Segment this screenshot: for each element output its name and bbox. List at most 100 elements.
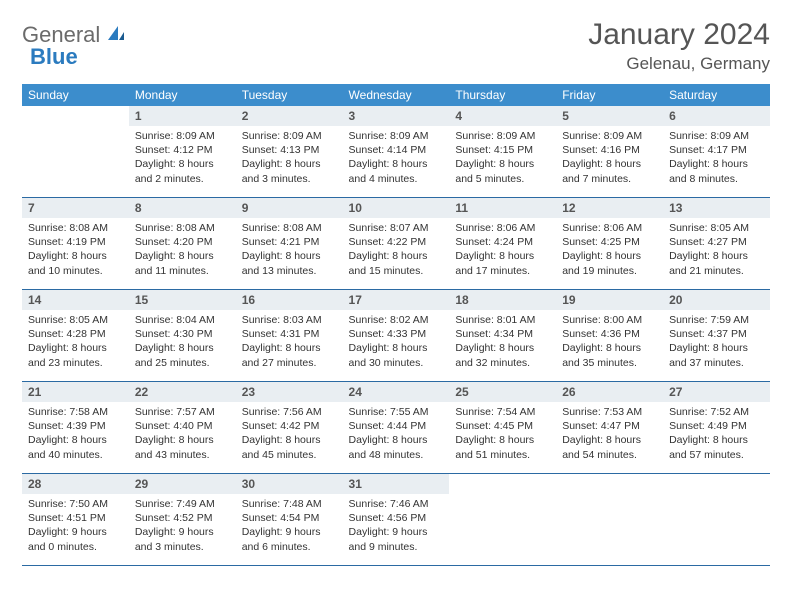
month-title: January 2024 [588,18,770,52]
day-data: Sunrise: 8:05 AMSunset: 4:28 PMDaylight:… [22,310,129,376]
calendar-day-cell: .. [449,474,556,566]
day-data: Sunrise: 8:06 AMSunset: 4:25 PMDaylight:… [556,218,663,284]
calendar-day-cell: 20Sunrise: 7:59 AMSunset: 4:37 PMDayligh… [663,290,770,382]
day-number: 14 [22,290,129,310]
day-data: Sunrise: 8:08 AMSunset: 4:20 PMDaylight:… [129,218,236,284]
day-number: 24 [343,382,450,402]
weekday-header: Saturday [663,84,770,106]
day-data: Sunrise: 7:56 AMSunset: 4:42 PMDaylight:… [236,402,343,468]
day-data: Sunrise: 8:02 AMSunset: 4:33 PMDaylight:… [343,310,450,376]
day-number: 26 [556,382,663,402]
day-number: 7 [22,198,129,218]
calendar-day-cell: 24Sunrise: 7:55 AMSunset: 4:44 PMDayligh… [343,382,450,474]
day-data: Sunrise: 7:59 AMSunset: 4:37 PMDaylight:… [663,310,770,376]
weekday-header: Wednesday [343,84,450,106]
calendar-day-cell: 21Sunrise: 7:58 AMSunset: 4:39 PMDayligh… [22,382,129,474]
calendar-week-row: 28Sunrise: 7:50 AMSunset: 4:51 PMDayligh… [22,474,770,566]
weekday-header: Thursday [449,84,556,106]
calendar-day-cell: 9Sunrise: 8:08 AMSunset: 4:21 PMDaylight… [236,198,343,290]
day-data: Sunrise: 8:05 AMSunset: 4:27 PMDaylight:… [663,218,770,284]
day-number: 18 [449,290,556,310]
day-data: Sunrise: 7:54 AMSunset: 4:45 PMDaylight:… [449,402,556,468]
weekday-header: Tuesday [236,84,343,106]
calendar-day-cell: 8Sunrise: 8:08 AMSunset: 4:20 PMDaylight… [129,198,236,290]
day-number: 20 [663,290,770,310]
day-data: Sunrise: 8:09 AMSunset: 4:17 PMDaylight:… [663,126,770,192]
day-data: Sunrise: 7:50 AMSunset: 4:51 PMDaylight:… [22,494,129,560]
calendar-day-cell: 2Sunrise: 8:09 AMSunset: 4:13 PMDaylight… [236,106,343,198]
day-number: 22 [129,382,236,402]
calendar-day-cell: 28Sunrise: 7:50 AMSunset: 4:51 PMDayligh… [22,474,129,566]
day-data: Sunrise: 7:57 AMSunset: 4:40 PMDaylight:… [129,402,236,468]
calendar-week-row: 7Sunrise: 8:08 AMSunset: 4:19 PMDaylight… [22,198,770,290]
calendar-day-cell: 7Sunrise: 8:08 AMSunset: 4:19 PMDaylight… [22,198,129,290]
calendar-day-cell: .. [663,474,770,566]
day-data: Sunrise: 8:04 AMSunset: 4:30 PMDaylight:… [129,310,236,376]
day-number: 6 [663,106,770,126]
day-data: Sunrise: 7:46 AMSunset: 4:56 PMDaylight:… [343,494,450,560]
calendar-day-cell: 22Sunrise: 7:57 AMSunset: 4:40 PMDayligh… [129,382,236,474]
day-number: 19 [556,290,663,310]
calendar-day-cell: 26Sunrise: 7:53 AMSunset: 4:47 PMDayligh… [556,382,663,474]
calendar-day-cell: 5Sunrise: 8:09 AMSunset: 4:16 PMDaylight… [556,106,663,198]
day-number: 25 [449,382,556,402]
day-number: 31 [343,474,450,494]
calendar-day-cell: 25Sunrise: 7:54 AMSunset: 4:45 PMDayligh… [449,382,556,474]
calendar-day-cell: 30Sunrise: 7:48 AMSunset: 4:54 PMDayligh… [236,474,343,566]
calendar-day-cell: 31Sunrise: 7:46 AMSunset: 4:56 PMDayligh… [343,474,450,566]
day-data: Sunrise: 8:09 AMSunset: 4:16 PMDaylight:… [556,126,663,192]
calendar-day-cell: 6Sunrise: 8:09 AMSunset: 4:17 PMDaylight… [663,106,770,198]
calendar-day-cell: 27Sunrise: 7:52 AMSunset: 4:49 PMDayligh… [663,382,770,474]
logo-text-blue: Blue [30,44,78,69]
day-number: 5 [556,106,663,126]
day-data: Sunrise: 8:08 AMSunset: 4:19 PMDaylight:… [22,218,129,284]
weekday-header: Monday [129,84,236,106]
day-number: 3 [343,106,450,126]
day-data: Sunrise: 7:49 AMSunset: 4:52 PMDaylight:… [129,494,236,560]
calendar-week-row: 21Sunrise: 7:58 AMSunset: 4:39 PMDayligh… [22,382,770,474]
day-data: Sunrise: 8:09 AMSunset: 4:13 PMDaylight:… [236,126,343,192]
calendar-day-cell: 3Sunrise: 8:09 AMSunset: 4:14 PMDaylight… [343,106,450,198]
day-data: Sunrise: 8:08 AMSunset: 4:21 PMDaylight:… [236,218,343,284]
logo-sail-icon [106,24,126,47]
calendar-day-cell: 14Sunrise: 8:05 AMSunset: 4:28 PMDayligh… [22,290,129,382]
day-data: Sunrise: 8:00 AMSunset: 4:36 PMDaylight:… [556,310,663,376]
calendar-body: ..1Sunrise: 8:09 AMSunset: 4:12 PMDaylig… [22,106,770,566]
day-data: Sunrise: 8:09 AMSunset: 4:15 PMDaylight:… [449,126,556,192]
calendar-day-cell: 17Sunrise: 8:02 AMSunset: 4:33 PMDayligh… [343,290,450,382]
day-number: 30 [236,474,343,494]
day-number: 28 [22,474,129,494]
day-number: 29 [129,474,236,494]
calendar-day-cell: 16Sunrise: 8:03 AMSunset: 4:31 PMDayligh… [236,290,343,382]
day-number: 16 [236,290,343,310]
day-data: Sunrise: 7:48 AMSunset: 4:54 PMDaylight:… [236,494,343,560]
day-number: 13 [663,198,770,218]
calendar-day-cell: .. [556,474,663,566]
day-data: Sunrise: 8:01 AMSunset: 4:34 PMDaylight:… [449,310,556,376]
calendar-day-cell: 13Sunrise: 8:05 AMSunset: 4:27 PMDayligh… [663,198,770,290]
day-number: 4 [449,106,556,126]
day-number: 17 [343,290,450,310]
calendar-day-cell: 12Sunrise: 8:06 AMSunset: 4:25 PMDayligh… [556,198,663,290]
day-number: 21 [22,382,129,402]
calendar-week-row: 14Sunrise: 8:05 AMSunset: 4:28 PMDayligh… [22,290,770,382]
calendar-table: SundayMondayTuesdayWednesdayThursdayFrid… [22,84,770,566]
calendar-day-cell: 11Sunrise: 8:06 AMSunset: 4:24 PMDayligh… [449,198,556,290]
header: General January 2024 Gelenau, Germany [22,18,770,74]
day-data: Sunrise: 8:06 AMSunset: 4:24 PMDaylight:… [449,218,556,284]
calendar-day-cell: 10Sunrise: 8:07 AMSunset: 4:22 PMDayligh… [343,198,450,290]
calendar-header-row: SundayMondayTuesdayWednesdayThursdayFrid… [22,84,770,106]
calendar-day-cell: 18Sunrise: 8:01 AMSunset: 4:34 PMDayligh… [449,290,556,382]
calendar-week-row: ..1Sunrise: 8:09 AMSunset: 4:12 PMDaylig… [22,106,770,198]
calendar-day-cell: 29Sunrise: 7:49 AMSunset: 4:52 PMDayligh… [129,474,236,566]
day-number: 10 [343,198,450,218]
day-data: Sunrise: 7:52 AMSunset: 4:49 PMDaylight:… [663,402,770,468]
day-number: 15 [129,290,236,310]
day-data: Sunrise: 7:58 AMSunset: 4:39 PMDaylight:… [22,402,129,468]
weekday-header: Friday [556,84,663,106]
day-number: 1 [129,106,236,126]
day-number: 9 [236,198,343,218]
day-data: Sunrise: 8:07 AMSunset: 4:22 PMDaylight:… [343,218,450,284]
logo-blue-row: Blue [30,44,78,70]
day-data: Sunrise: 8:03 AMSunset: 4:31 PMDaylight:… [236,310,343,376]
